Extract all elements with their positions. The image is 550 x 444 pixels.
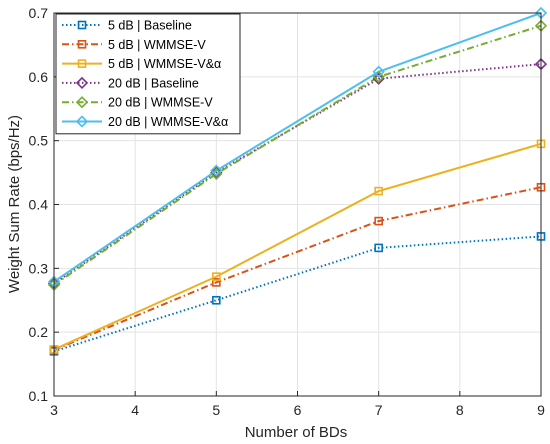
- legend-marker: [75, 115, 89, 128]
- data-point-marker: [210, 166, 223, 179]
- y-tick-label: 0.2: [29, 324, 49, 340]
- data-point-marker: [212, 278, 221, 287]
- y-axis-ticks: 0.1 0.2 0.3 0.4 0.5 0.6 0.7: [29, 5, 59, 404]
- y-tick-label: 0.1: [29, 388, 49, 404]
- data-point-marker: [212, 295, 221, 305]
- legend-entry-label: 20 dB | Baseline: [108, 76, 199, 90]
- legend-entry-label: 20 dB | WMMSE-V: [108, 96, 213, 110]
- x-axis-label: Number of BDs: [245, 424, 348, 441]
- data-point-marker: [372, 70, 385, 83]
- data-point-marker: [372, 72, 385, 85]
- x-tick-label: 6: [294, 402, 302, 418]
- y-tick-label: 0.7: [29, 5, 49, 21]
- x-tick-label: 7: [375, 402, 383, 418]
- legend-entry-label: 5 dB | Baseline: [108, 19, 192, 33]
- y-tick-label: 0.6: [29, 69, 49, 85]
- data-point-marker: [374, 216, 383, 226]
- x-tick-label: 9: [537, 402, 545, 418]
- series-line: [53, 186, 542, 351]
- legend-marker: [75, 96, 89, 109]
- y-tick-label: 0.3: [29, 260, 49, 276]
- legend-entry-label: 20 dB | WMMSE-V&α: [108, 115, 228, 129]
- y-tick-label: 0.4: [29, 197, 49, 213]
- x-tick-label: 5: [212, 402, 220, 418]
- x-tick-label: 8: [456, 402, 464, 418]
- series-line: [53, 142, 542, 351]
- legend-marker: [75, 76, 89, 90]
- y-tick-label: 0.5: [29, 133, 49, 149]
- y-axis-label: Weight Sum Rate (bps/Hz): [6, 115, 23, 293]
- data-point-marker: [372, 65, 385, 78]
- series-lines: [53, 12, 542, 353]
- legend-marker: [77, 59, 87, 68]
- legend-marker: [77, 20, 87, 30]
- legend-entry-label: 5 dB | WMMSE-V&α: [108, 57, 221, 71]
- legend: 5 dB | Baseline 5 dB | WMMSE-V 5 dB | WMMS…: [55, 13, 241, 135]
- legend-entry-label: 5 dB | WMMSE-V: [108, 38, 206, 52]
- legend-box: [55, 13, 241, 135]
- x-axis-ticks: 3 4 5 6 7 8 9: [50, 391, 545, 418]
- data-point-marker: [374, 186, 383, 196]
- data-point-marker: [212, 272, 221, 281]
- series-line: [53, 235, 542, 353]
- series-line: [53, 24, 542, 286]
- x-tick-label: 3: [50, 402, 58, 418]
- data-point-marker: [210, 164, 223, 177]
- data-point-marker: [374, 243, 383, 253]
- legend-marker: [77, 39, 87, 49]
- series-line: [53, 12, 542, 283]
- x-tick-label: 4: [131, 402, 139, 418]
